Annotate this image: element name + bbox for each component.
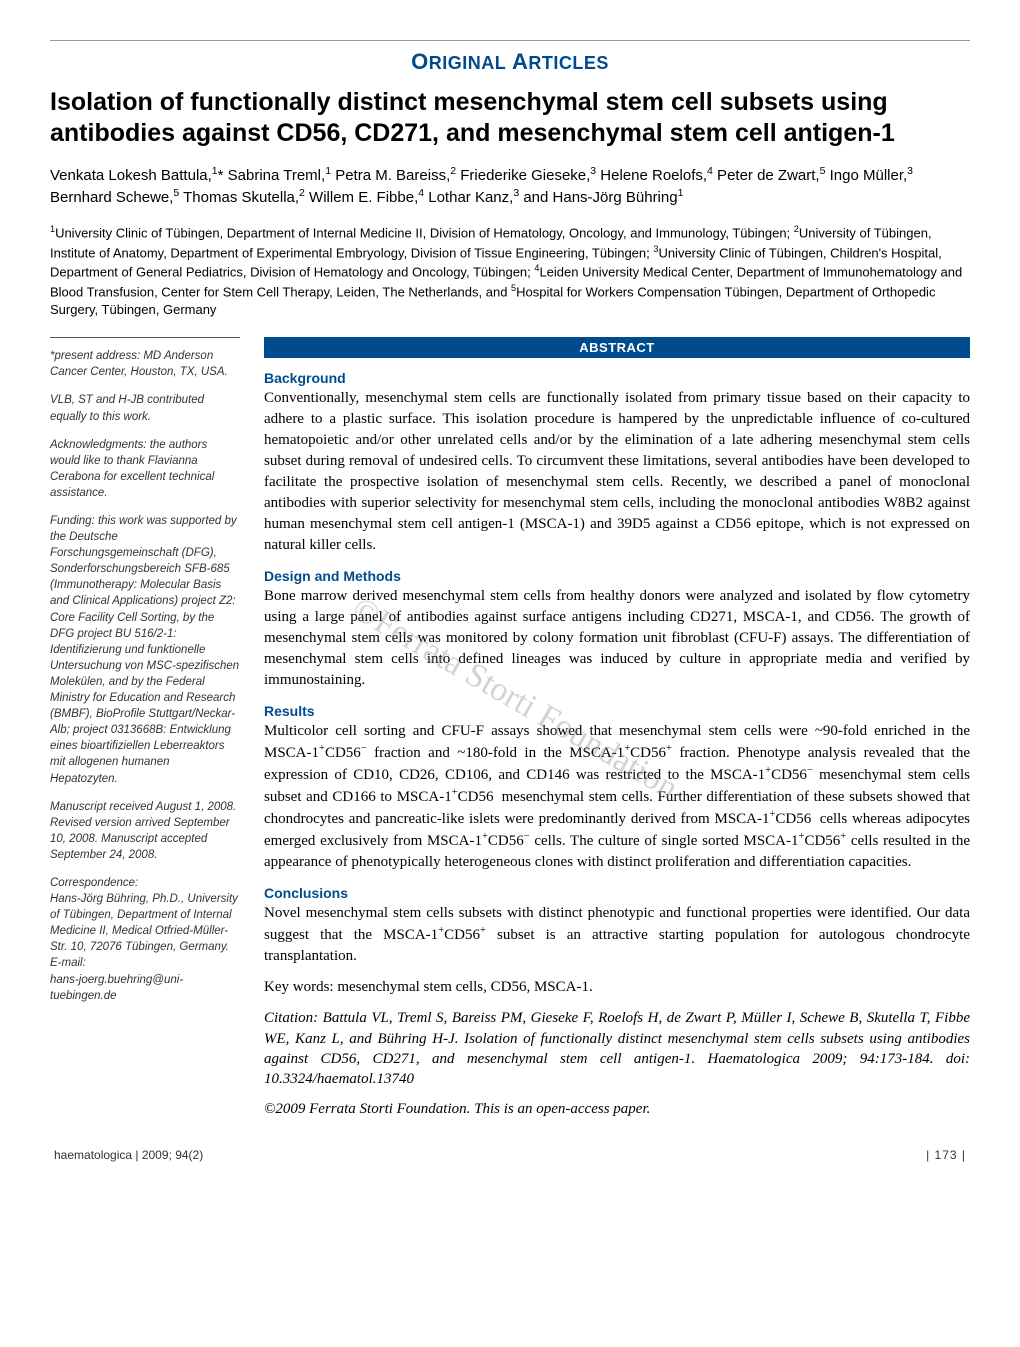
main-column: ABSTRACT Background Conventionally, mese… xyxy=(264,337,970,1118)
contribution-note: VLB, ST and H-JB contributed equally to … xyxy=(50,392,240,424)
abstract-section-design: Design and Methods Bone marrow derived m… xyxy=(264,568,970,691)
abs-heading: Results xyxy=(264,703,970,719)
abs-heading: Conclusions xyxy=(264,885,970,901)
two-column-layout: *present address: MD Anderson Cancer Cen… xyxy=(50,337,970,1118)
footer-journal: haematologica | 2009; 94(2) xyxy=(54,1148,203,1162)
correspondence: Correspondence: Hans-Jörg Bühring, Ph.D.… xyxy=(50,875,240,1004)
abs-body: Novel mesenchymal stem cells subsets wit… xyxy=(264,903,970,967)
abs-heading: Design and Methods xyxy=(264,568,970,584)
acknowledgments: Acknowledgments: the authors would like … xyxy=(50,437,240,501)
abstract-section-conclusions: Conclusions Novel mesenchymal stem cells… xyxy=(264,885,970,967)
abstract-section-results: Results Multicolor cell sorting and CFU-… xyxy=(264,703,970,873)
present-address: *present address: MD Anderson Cancer Cen… xyxy=(50,348,240,380)
affiliations: 1University Clinic of Tübingen, Departme… xyxy=(50,223,970,319)
citation: Citation: Battula VL, Treml S, Bareiss P… xyxy=(264,1008,970,1089)
page-footer: haematologica | 2009; 94(2) | 173 | xyxy=(50,1148,970,1162)
funding-note: Funding: this work was supported by the … xyxy=(50,513,240,787)
manuscript-dates: Manuscript received August 1, 2008. Revi… xyxy=(50,799,240,863)
article-title: Isolation of functionally distinct mesen… xyxy=(50,87,970,150)
abs-body: Multicolor cell sorting and CFU-F assays… xyxy=(264,721,970,873)
footer-page-number: | 173 | xyxy=(926,1148,966,1162)
section-header: ORIGINAL ARTICLES xyxy=(50,40,970,75)
author-list: Venkata Lokesh Battula,1* Sabrina Treml,… xyxy=(50,164,970,210)
sidebar-notes: *present address: MD Anderson Cancer Cen… xyxy=(50,337,240,1118)
abstract-section-background: Background Conventionally, mesenchymal s… xyxy=(264,370,970,556)
abs-body: Bone marrow derived mesenchymal stem cel… xyxy=(264,586,970,691)
abstract-banner: ABSTRACT xyxy=(264,337,970,358)
abs-body: Conventionally, mesenchymal stem cells a… xyxy=(264,388,970,556)
keywords: Key words: mesenchymal stem cells, CD56,… xyxy=(264,979,970,996)
abs-heading: Background xyxy=(264,370,970,386)
copyright-line: ©2009 Ferrata Storti Foundation. This is… xyxy=(264,1101,970,1118)
